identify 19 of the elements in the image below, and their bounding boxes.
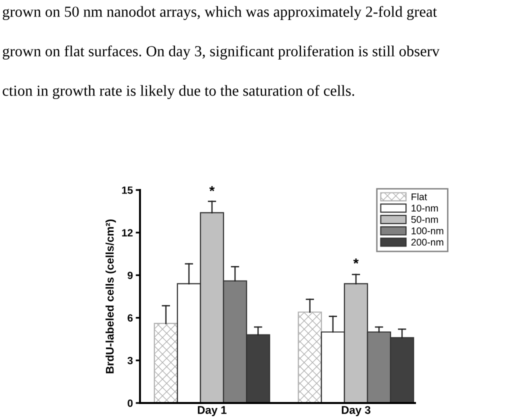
y-tick-label: 9 xyxy=(128,272,133,280)
y-tick-label: 0 xyxy=(128,400,133,407)
y-tick-label: 6 xyxy=(128,314,133,322)
annotation: * xyxy=(353,258,359,264)
annotation: * xyxy=(209,186,215,192)
text: grown on flat surfaces. On day 3, significant proliferation is still observ xyxy=(2,45,440,60)
legend-label: 100-nm xyxy=(412,227,444,234)
x-tick-label: Day 1 xyxy=(198,406,227,416)
y-axis-title: BrdU-labeled cells (cells/cm²) xyxy=(106,220,116,374)
legend-label: 200-nm xyxy=(411,238,444,246)
y-tick-label: 15 xyxy=(122,186,133,194)
legend-label: 50-nm xyxy=(411,216,438,223)
legend-label: 10-nm xyxy=(412,204,438,212)
y-tick-label: 12 xyxy=(122,229,133,236)
y-tick-label: 3 xyxy=(128,356,133,364)
text: grown on 50 nm nanodot arrays, which was approximately 2-fold great xyxy=(2,6,437,20)
legend-label: Flat xyxy=(412,193,428,200)
text: ction in growth rate is likely due to the saturation of cells. xyxy=(2,84,354,100)
x-tick-label: Day 3 xyxy=(342,406,370,416)
